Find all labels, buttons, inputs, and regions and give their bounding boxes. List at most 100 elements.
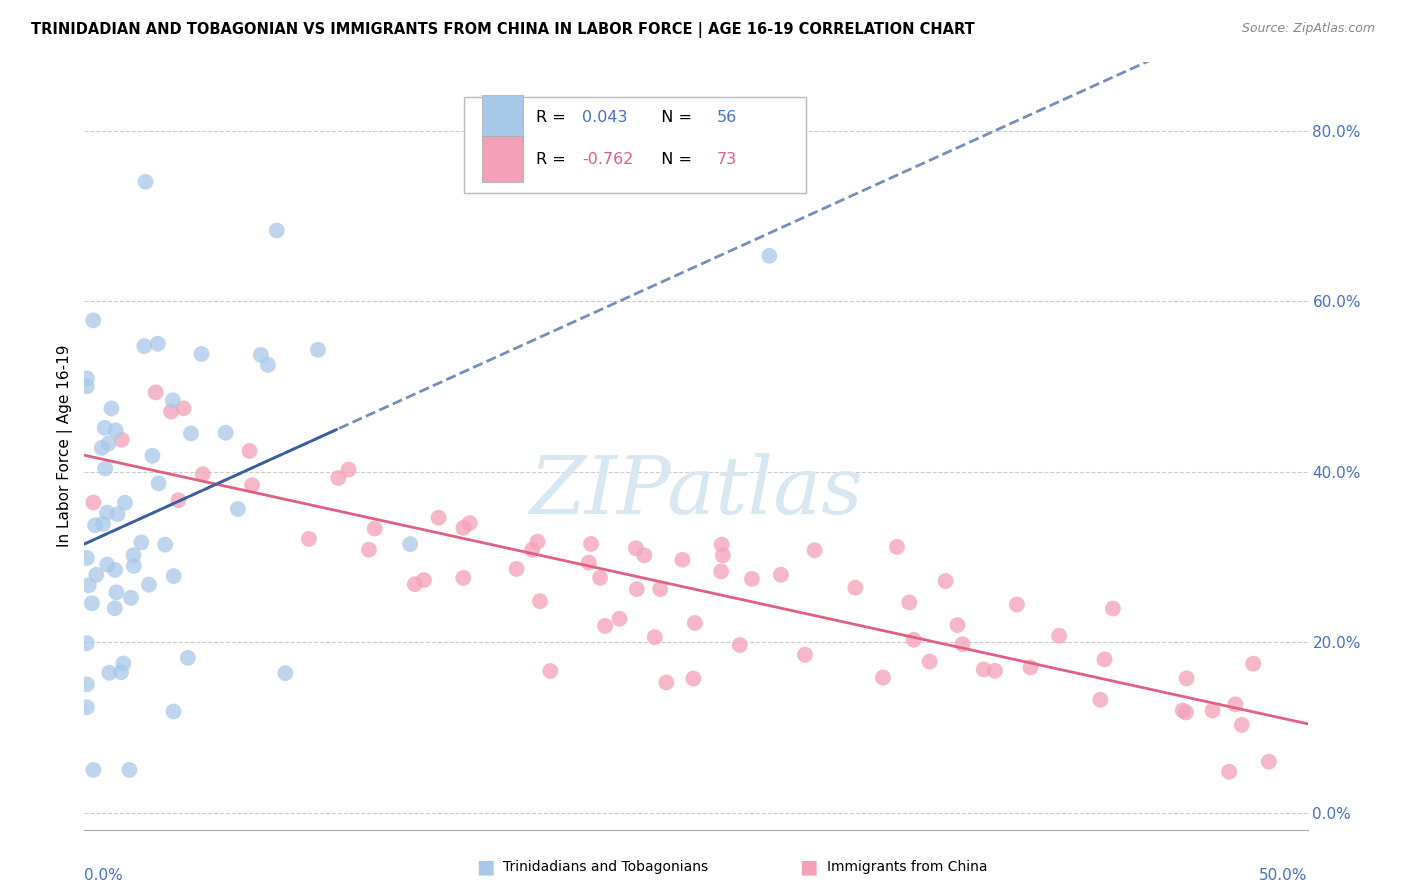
Point <box>872 671 894 685</box>
Point <box>1102 601 1125 615</box>
Point <box>984 664 1007 678</box>
Point <box>76 700 98 714</box>
Text: 0.0%: 0.0% <box>84 868 124 883</box>
Point <box>520 542 543 557</box>
Point <box>589 571 612 585</box>
Point <box>683 615 706 630</box>
Point <box>104 601 127 615</box>
Point <box>141 449 163 463</box>
Point <box>935 574 957 588</box>
Point <box>973 662 995 676</box>
Point <box>110 665 132 680</box>
Point <box>82 313 104 327</box>
Text: N =: N = <box>651 110 697 125</box>
Text: Trinidadians and Tobagonians: Trinidadians and Tobagonians <box>503 860 709 874</box>
Point <box>741 572 763 586</box>
Point <box>94 421 117 435</box>
Point <box>163 569 186 583</box>
Point <box>162 393 184 408</box>
Point <box>1225 698 1247 712</box>
Point <box>453 521 475 535</box>
Point <box>96 558 118 572</box>
Point <box>134 339 156 353</box>
Point <box>413 573 436 587</box>
Point <box>1090 692 1112 706</box>
Text: Immigrants from China: Immigrants from China <box>827 860 987 874</box>
FancyBboxPatch shape <box>464 97 806 193</box>
Point <box>135 175 157 189</box>
Point <box>240 478 263 492</box>
Point <box>118 763 141 777</box>
Point <box>120 591 142 605</box>
Point <box>138 577 160 591</box>
Point <box>162 705 184 719</box>
Point <box>105 585 128 599</box>
Point <box>122 558 145 573</box>
Point <box>427 510 450 524</box>
Point <box>578 556 600 570</box>
Point <box>131 535 153 549</box>
Point <box>710 538 733 552</box>
Point <box>579 537 602 551</box>
Point <box>153 538 176 552</box>
Point <box>148 476 170 491</box>
Point <box>1175 671 1198 685</box>
Point <box>114 496 136 510</box>
Text: 56: 56 <box>717 110 737 125</box>
Point <box>682 672 704 686</box>
Text: -0.762: -0.762 <box>582 152 634 167</box>
Point <box>1201 704 1223 718</box>
Point <box>803 543 825 558</box>
Point <box>146 336 169 351</box>
Point <box>167 493 190 508</box>
Text: R =: R = <box>536 110 571 125</box>
Point <box>1171 703 1194 717</box>
Point <box>107 507 129 521</box>
Point <box>1241 657 1264 671</box>
Point <box>76 371 98 385</box>
Point <box>112 657 135 671</box>
Point <box>177 650 200 665</box>
Text: N =: N = <box>651 152 697 167</box>
Point <box>593 619 616 633</box>
Point <box>609 612 631 626</box>
Point <box>90 441 112 455</box>
Point <box>104 563 127 577</box>
Point <box>529 594 551 608</box>
Point <box>505 562 527 576</box>
Point <box>1094 652 1116 666</box>
Point <box>76 677 98 691</box>
Point <box>952 637 974 651</box>
Point <box>76 551 98 566</box>
Point <box>82 495 104 509</box>
Point <box>903 632 925 647</box>
Point <box>1230 718 1253 732</box>
Point <box>644 630 666 644</box>
Point <box>794 648 817 662</box>
Text: ■: ■ <box>799 857 818 877</box>
Point <box>1218 764 1240 779</box>
Point <box>1047 629 1070 643</box>
Point <box>844 581 866 595</box>
Text: 50.0%: 50.0% <box>1260 868 1308 883</box>
Point <box>298 532 321 546</box>
Point <box>758 249 780 263</box>
Point <box>886 540 908 554</box>
Point <box>538 664 561 678</box>
Text: R =: R = <box>536 152 571 167</box>
Point <box>307 343 329 357</box>
Point <box>214 425 236 440</box>
Point <box>145 385 167 400</box>
Point <box>238 444 260 458</box>
Point <box>77 578 100 592</box>
Text: TRINIDADIAN AND TOBAGONIAN VS IMMIGRANTS FROM CHINA IN LABOR FORCE | AGE 16-19 C: TRINIDADIAN AND TOBAGONIAN VS IMMIGRANTS… <box>31 22 974 38</box>
Point <box>769 567 792 582</box>
Y-axis label: In Labor Force | Age 16-19: In Labor Force | Age 16-19 <box>58 344 73 548</box>
Point <box>84 518 107 533</box>
Point <box>1257 755 1279 769</box>
Point <box>98 665 121 680</box>
Point <box>104 423 127 437</box>
Point <box>257 358 280 372</box>
Point <box>624 541 647 556</box>
Point <box>399 537 422 551</box>
